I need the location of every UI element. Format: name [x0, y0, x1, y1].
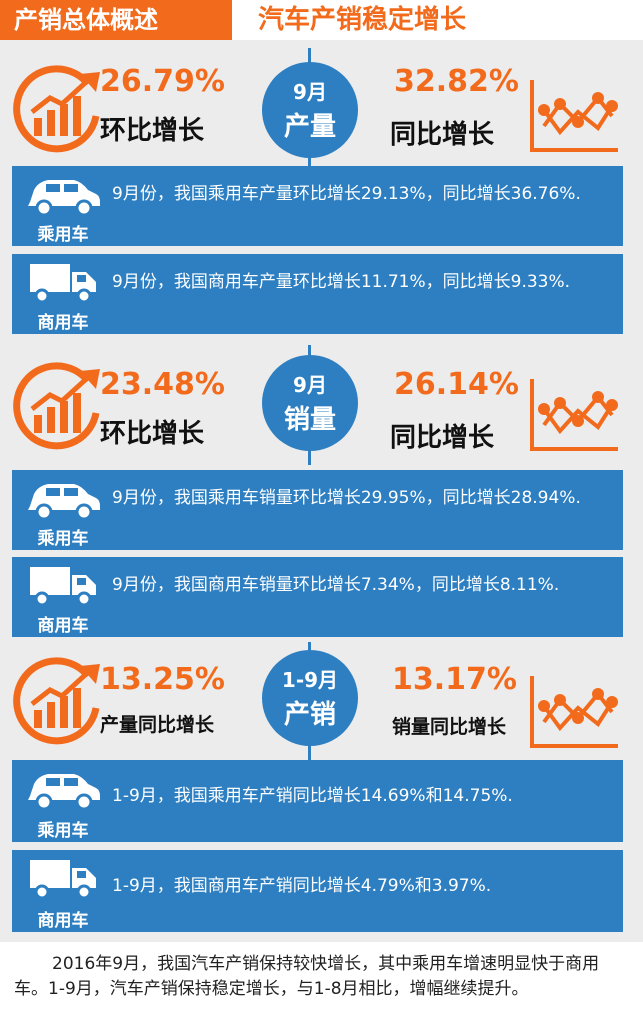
card-text: 1-9月，我国乘用车产销同比增长14.69%和14.75%.: [112, 786, 513, 806]
truck-icon: [30, 567, 96, 607]
production-yoy-value: 13.25%: [100, 662, 225, 697]
mom-growth-label: 环比增长: [100, 419, 205, 449]
card-label: 商用车: [37, 911, 89, 931]
period-circle-line1: 9月: [293, 373, 327, 397]
sales-yoy-value: 13.17%: [392, 662, 517, 697]
card-passenger-car: 乘用车 9月份，我国乘用车销量环比增长29.95%，同比增长28.94%.: [12, 470, 623, 550]
card-commercial-vehicle: 商用车 9月份，我国商用车销量环比增长7.34%，同比增长8.11%.: [12, 557, 623, 637]
period-circle-line2: 产销: [283, 700, 336, 730]
card-text: 1-9月，我国商用车产销同比增长4.79%和3.97%.: [112, 876, 492, 896]
card-label: 商用车: [37, 313, 89, 333]
car-icon: [28, 484, 100, 520]
period-circle: 1-9月 产销: [262, 650, 358, 746]
car-icon: [28, 180, 100, 216]
mom-growth-value: 26.79%: [100, 64, 225, 99]
header-right-title: 汽车产销稳定增长: [258, 5, 467, 35]
period-circle: 9月 产量: [262, 62, 358, 158]
summary-text: 2016年9月，我国汽车产销保持较快增长，其中乘用车增速明显快于商用车。1-9月…: [14, 954, 600, 999]
card-label: 乘用车: [37, 529, 89, 549]
period-circle-line2: 产量: [283, 112, 336, 142]
card-label: 乘用车: [37, 225, 89, 245]
yoy-growth-value: 32.82%: [394, 64, 519, 99]
period-circle-line1: 1-9月: [281, 668, 339, 692]
card-passenger-car: 乘用车 9月份，我国乘用车产量环比增长29.13%，同比增长36.76%.: [12, 166, 623, 246]
period-circle-line2: 销量: [283, 405, 336, 435]
line-trend-icon: [530, 676, 618, 748]
period-circle: 9月 销量: [262, 355, 358, 451]
card-text: 9月份，我国乘用车产量环比增长29.13%，同比增长36.76%.: [112, 184, 581, 204]
card-commercial-vehicle: 商用车 1-9月，我国商用车产销同比增长4.79%和3.97%.: [12, 850, 623, 932]
mom-growth-label: 环比增长: [100, 116, 205, 146]
section-sales: 23.48% 环比增长 9月 销量 26.14% 同比增长 乘用车 9月份，我国…: [0, 345, 643, 637]
mom-growth-value: 23.48%: [100, 367, 225, 402]
growth-chart-icon: [13, 362, 100, 450]
growth-chart-icon: [13, 65, 100, 153]
card-passenger-car: 乘用车 1-9月，我国乘用车产销同比增长14.69%和14.75%.: [12, 760, 623, 842]
truck-icon: [30, 860, 96, 900]
yoy-growth-label: 同比增长: [390, 120, 495, 150]
growth-chart-icon: [13, 657, 100, 745]
header-bar: 产销总体概述 汽车产销稳定增长: [0, 0, 643, 40]
yoy-growth-label: 同比增长: [390, 423, 495, 453]
card-text: 9月份，我国乘用车销量环比增长29.95%，同比增长28.94%.: [112, 488, 581, 508]
line-trend-icon: [530, 379, 618, 451]
production-yoy-label: 产量同比增长: [100, 714, 215, 736]
card-commercial-vehicle: 商用车 9月份，我国商用车产量环比增长11.71%，同比增长9.33%.: [12, 254, 623, 334]
sales-yoy-label: 销量同比增长: [392, 716, 507, 738]
section-ytd: 13.25% 产量同比增长 1-9月 产销 13.17% 销量同比增长 乘用车 …: [0, 642, 643, 934]
line-trend-icon: [530, 80, 618, 152]
section-production: 26.79% 环比增长 9月 产量 32.82% 同比增长 乘用车 9月份，我国…: [0, 48, 643, 340]
card-label: 乘用车: [37, 821, 89, 841]
card-text: 9月份，我国商用车产量环比增长11.71%，同比增长9.33%.: [112, 272, 571, 292]
header-left-title: 产销总体概述: [0, 0, 232, 40]
yoy-growth-value: 26.14%: [394, 367, 519, 402]
card-text: 9月份，我国商用车销量环比增长7.34%，同比增长8.11%.: [112, 575, 560, 595]
card-label: 商用车: [37, 616, 89, 636]
car-icon: [28, 774, 100, 810]
summary-footer: 2016年9月，我国汽车产销保持较快增长，其中乘用车增速明显快于商用车。1-9月…: [0, 942, 643, 1033]
period-circle-line1: 9月: [293, 80, 327, 104]
truck-icon: [30, 264, 96, 304]
